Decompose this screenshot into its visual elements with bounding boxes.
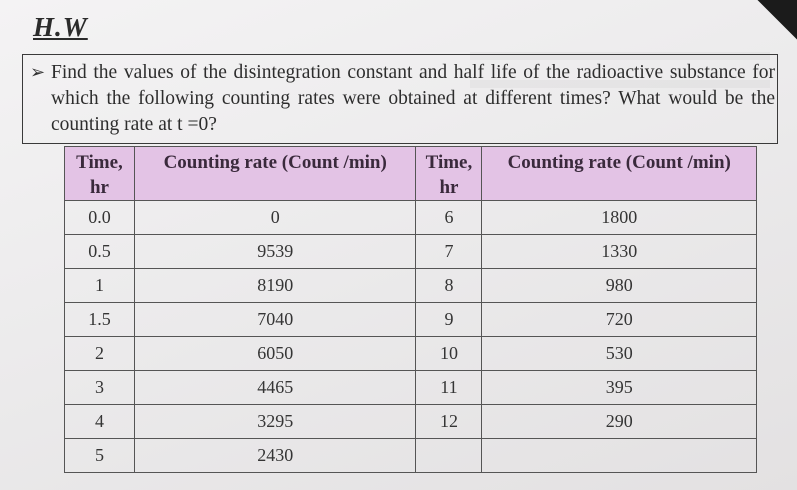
table-cell: 3: [64, 370, 135, 405]
table-cell: 2430: [133, 438, 417, 473]
table-row: 2 6050 10 530: [64, 336, 757, 371]
table-cell: 5: [64, 438, 135, 473]
table-cell: 1800: [481, 200, 757, 235]
header-time-1: Time, hr: [64, 146, 135, 201]
question-box: ➢ Find the values of the disintegration …: [22, 54, 778, 144]
table-cell: 6050: [133, 336, 417, 371]
table-row: 0.5 9539 7 1330: [64, 234, 757, 269]
table-row: 5 2430: [64, 438, 757, 473]
table-cell: 1: [64, 268, 135, 303]
table-cell: 530: [481, 336, 757, 371]
table-cell: 980: [481, 268, 757, 303]
arrow-bullet-icon: ➢: [30, 62, 46, 82]
table-cell: 8: [415, 268, 483, 303]
table-cell: 0: [133, 200, 417, 235]
header-counting-rate-1: Counting rate (Count /min): [133, 146, 417, 201]
homework-title: H.W: [33, 12, 88, 42]
table-row: 1.5 7040 9 720: [64, 302, 757, 337]
header-counting-rate-2: Counting rate (Count /min): [481, 146, 757, 201]
table-cell: 9: [415, 302, 483, 337]
header-time-2: Time, hr: [415, 146, 483, 201]
table-header-row: Time, hr Counting rate (Count /min) Time,…: [64, 146, 757, 201]
table-cell: 1.5: [64, 302, 135, 337]
table-row: 4 3295 12 290: [64, 404, 757, 439]
bleed-through-background: [470, 32, 770, 92]
table-cell: 3295: [133, 404, 417, 439]
table-row: 0.0 0 6 1800: [64, 200, 757, 235]
table-cell: 395: [481, 370, 757, 405]
table-cell: 290: [481, 404, 757, 439]
table-cell: 12: [415, 404, 483, 439]
table-cell: 0.0: [64, 200, 135, 235]
table-row: 3 4465 11 395: [64, 370, 757, 405]
table-cell: 9539: [133, 234, 417, 269]
table-cell: 11: [415, 370, 483, 405]
table-cell: 8190: [133, 268, 417, 303]
table-cell: 4465: [133, 370, 417, 405]
table-cell: 720: [481, 302, 757, 337]
table-cell: 4: [64, 404, 135, 439]
question-text: Find the values of the disintegration co…: [51, 62, 775, 135]
table-cell: [415, 438, 483, 473]
table-cell: 1330: [481, 234, 757, 269]
table-cell: 6: [415, 200, 483, 235]
table-cell: 0.5: [64, 234, 135, 269]
table-cell: 10: [415, 336, 483, 371]
table-cell: 7040: [133, 302, 417, 337]
table-cell: 7: [415, 234, 483, 269]
table-row: 1 8190 8 980: [64, 268, 757, 303]
table-cell: [481, 438, 757, 473]
table-cell: 2: [64, 336, 135, 371]
counting-rate-table: Time, hr Counting rate (Count /min) Time,…: [64, 146, 757, 473]
